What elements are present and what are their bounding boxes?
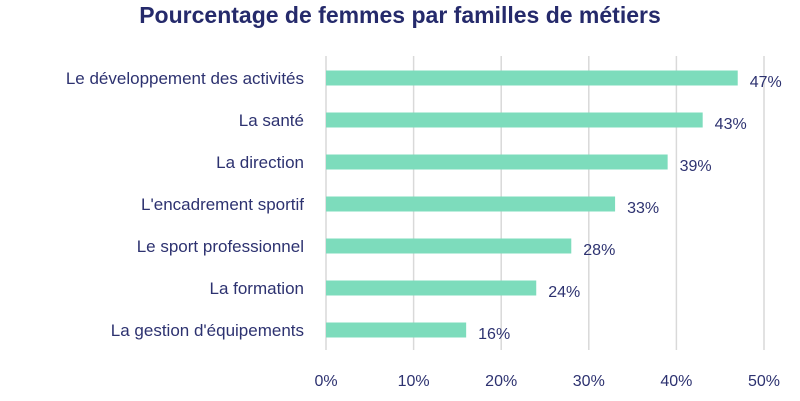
data-label: 33% bbox=[627, 200, 659, 217]
bar bbox=[326, 70, 738, 86]
data-label: 43% bbox=[715, 116, 747, 133]
data-label: 16% bbox=[478, 326, 510, 343]
data-label: 28% bbox=[583, 242, 615, 259]
category-label: La santé bbox=[239, 111, 304, 130]
category-label: Le sport professionnel bbox=[137, 237, 304, 256]
x-tick-label: 40% bbox=[660, 373, 692, 390]
x-tick-label: 20% bbox=[485, 373, 517, 390]
x-tick-label: 10% bbox=[398, 373, 430, 390]
category-label: La gestion d'équipements bbox=[111, 321, 304, 340]
data-label: 24% bbox=[548, 284, 580, 301]
bar bbox=[326, 154, 668, 170]
data-label: 39% bbox=[680, 158, 712, 175]
category-label: Le développement des activités bbox=[66, 69, 304, 88]
x-tick-label: 50% bbox=[748, 373, 780, 390]
category-label: L'encadrement sportif bbox=[141, 195, 304, 214]
bar bbox=[326, 322, 467, 338]
bar bbox=[326, 112, 703, 128]
category-label: La formation bbox=[210, 279, 305, 298]
x-tick-label: 30% bbox=[573, 373, 605, 390]
bar bbox=[326, 238, 572, 254]
bar bbox=[326, 196, 616, 212]
chart-title: Pourcentage de femmes par familles de mé… bbox=[139, 2, 661, 28]
x-tick-label: 0% bbox=[314, 373, 337, 390]
category-label: La direction bbox=[216, 153, 304, 172]
bar bbox=[326, 280, 537, 296]
data-label: 47% bbox=[750, 74, 782, 91]
